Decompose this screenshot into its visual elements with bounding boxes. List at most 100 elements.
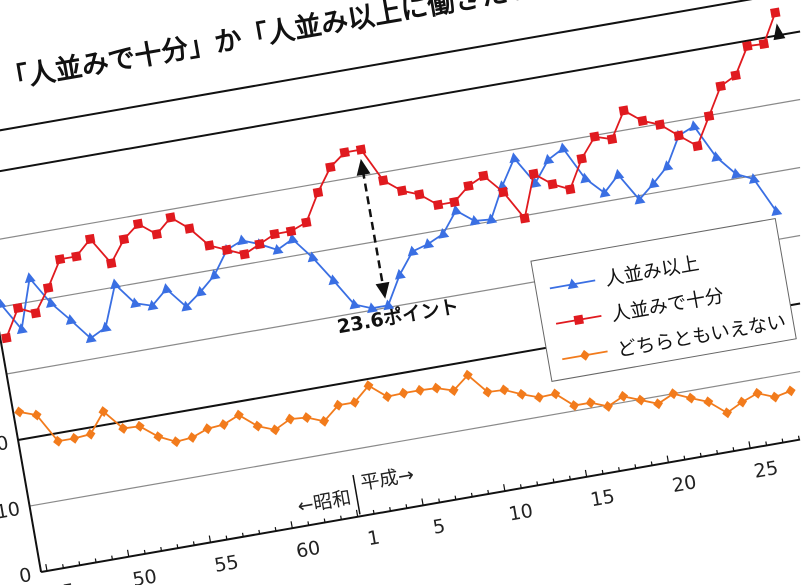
data-point-square	[312, 187, 324, 198]
x-tick	[274, 527, 277, 532]
data-point-square	[106, 258, 117, 269]
x-tick	[536, 481, 539, 486]
x-tick-label: 25	[752, 457, 780, 483]
legend-box	[530, 217, 797, 382]
data-point-diamond	[603, 401, 613, 412]
data-point-diamond	[285, 413, 296, 425]
data-point-square	[519, 213, 530, 224]
data-point-square	[637, 115, 648, 127]
data-point-diamond	[270, 424, 281, 436]
x-tick	[569, 475, 571, 480]
data-point-diamond	[414, 384, 425, 396]
x-tick	[355, 509, 359, 517]
data-point-diamond	[668, 388, 679, 400]
data-point-triangle	[407, 245, 419, 257]
data-point-triangle	[509, 152, 521, 164]
data-point-square	[742, 40, 753, 52]
data-point-triangle	[648, 177, 660, 189]
data-point-diamond	[349, 396, 360, 408]
data-point-square	[355, 144, 367, 155]
data-point-diamond	[685, 392, 696, 404]
data-point-square	[239, 249, 250, 260]
x-tick	[552, 478, 555, 483]
data-point-diamond	[118, 423, 129, 434]
data-point-square	[165, 212, 176, 223]
data-point-triangle	[110, 278, 122, 290]
x-tick	[372, 509, 375, 515]
data-point-square	[221, 244, 233, 256]
data-point-square	[12, 302, 24, 314]
data-point-square	[573, 314, 584, 326]
data-point-square	[654, 119, 666, 130]
data-point-square	[396, 185, 408, 196]
data-point-square	[589, 131, 600, 142]
data-point-triangle	[543, 153, 555, 165]
data-point-triangle	[237, 234, 249, 246]
x-tick	[503, 484, 506, 492]
data-point-square	[692, 140, 703, 152]
data-point-square	[449, 196, 460, 208]
data-point-triangle	[24, 272, 36, 284]
data-point-diamond	[653, 398, 664, 410]
data-point-square	[432, 199, 444, 211]
data-point-square	[564, 184, 576, 195]
data-point-diamond	[153, 431, 164, 443]
y-tick-label: 10	[0, 498, 22, 524]
data-point-triangle	[558, 142, 570, 154]
data-point-diamond	[187, 432, 198, 443]
data-point-diamond	[98, 406, 109, 417]
plot-border-top	[0, 0, 801, 138]
data-point-triangle	[580, 172, 592, 184]
x-tick	[601, 469, 604, 475]
series-diamond	[14, 369, 796, 448]
x-tick-label: 10	[507, 500, 535, 526]
data-point-triangle	[349, 298, 361, 310]
data-point-triangle	[130, 297, 142, 309]
x-tick	[208, 535, 212, 543]
x-tick	[307, 521, 310, 526]
data-point-diamond	[770, 391, 780, 403]
data-point-diamond	[31, 409, 42, 421]
x-tick	[683, 455, 686, 460]
x-tick	[781, 438, 784, 443]
era-label-heisei: 平成→	[359, 464, 416, 495]
data-point-triangle	[272, 243, 284, 255]
data-point-diamond	[618, 390, 629, 402]
data-point-square	[715, 80, 726, 92]
x-tick	[699, 452, 702, 457]
x-tick	[765, 441, 768, 446]
x-tick	[405, 504, 408, 509]
x-tick	[716, 449, 719, 455]
x-tick	[258, 529, 261, 535]
data-point-diamond	[53, 435, 63, 447]
data-point-triangle	[567, 278, 579, 290]
data-point-triangle	[287, 233, 299, 245]
data-point-square	[71, 251, 82, 262]
x-tick	[666, 455, 669, 463]
data-point-triangle	[307, 251, 319, 263]
data-point-diamond	[218, 419, 229, 430]
data-point-diamond	[382, 391, 393, 403]
data-point-square	[758, 38, 770, 50]
series	[0, 7, 796, 448]
data-point-square	[301, 217, 312, 228]
data-point-triangle	[161, 283, 173, 294]
x-tick	[225, 535, 228, 540]
data-point-diamond	[516, 388, 527, 400]
x-tick	[94, 558, 97, 563]
data-point-diamond	[785, 385, 796, 397]
data-point-triangle	[209, 269, 221, 281]
data-point-square	[606, 133, 618, 145]
x-tick	[470, 492, 473, 497]
data-point-triangle	[662, 160, 674, 172]
data-point-triangle	[486, 213, 498, 225]
data-point-diamond	[737, 396, 748, 408]
axes: 45505560151015202501020	[0, 136, 801, 585]
data-point-triangle	[85, 332, 97, 344]
data-point-triangle	[0, 297, 7, 309]
data-point-diamond	[550, 388, 561, 400]
x-tick	[650, 461, 653, 466]
x-tick	[454, 495, 457, 500]
x-tick	[143, 549, 146, 554]
